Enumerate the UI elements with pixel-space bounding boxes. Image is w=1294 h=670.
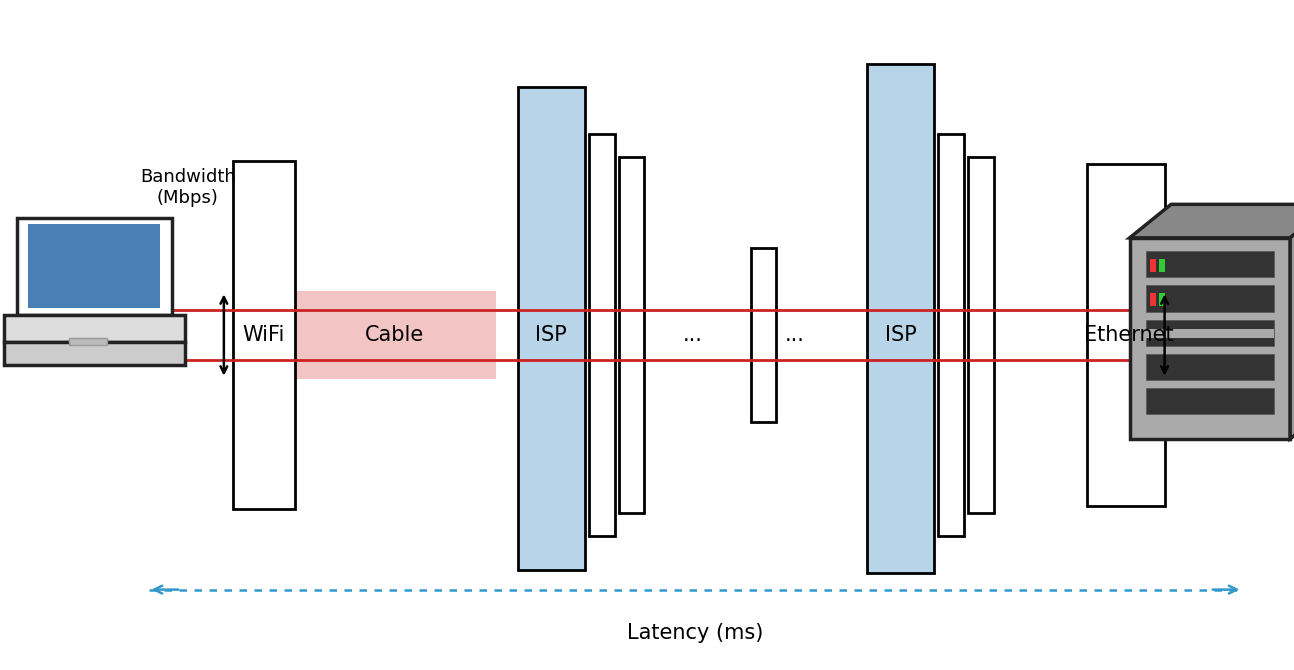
Bar: [589, 134, 615, 536]
Bar: [1149, 259, 1156, 272]
Text: ISP: ISP: [885, 325, 916, 345]
Polygon shape: [4, 315, 185, 342]
Bar: [518, 87, 585, 570]
Text: Latency (ms): Latency (ms): [628, 623, 763, 643]
Polygon shape: [17, 218, 172, 315]
Bar: [968, 157, 994, 513]
Bar: [938, 134, 964, 536]
Polygon shape: [69, 338, 107, 345]
Bar: [619, 157, 644, 513]
Polygon shape: [28, 224, 160, 308]
Bar: [1145, 251, 1275, 277]
Polygon shape: [1290, 204, 1294, 439]
Bar: [1087, 164, 1165, 506]
Bar: [1145, 388, 1275, 414]
Bar: [1145, 285, 1275, 312]
Bar: [1145, 320, 1275, 346]
Polygon shape: [1130, 204, 1294, 238]
Text: Bandwidth
(Mbps): Bandwidth (Mbps): [140, 168, 236, 207]
Bar: [1145, 354, 1275, 380]
Bar: [1149, 293, 1156, 306]
Bar: [1145, 329, 1275, 338]
Text: WiFi: WiFi: [243, 325, 285, 345]
Text: Cable: Cable: [365, 325, 424, 345]
Polygon shape: [1130, 238, 1290, 439]
Text: ...: ...: [784, 325, 805, 345]
Bar: [1158, 293, 1165, 306]
Text: ISP: ISP: [536, 325, 567, 345]
Bar: [751, 248, 776, 422]
Bar: [295, 291, 496, 379]
Text: Ethernet: Ethernet: [1083, 325, 1174, 345]
Polygon shape: [4, 342, 185, 365]
Bar: [1158, 259, 1165, 272]
Bar: [233, 161, 295, 509]
Text: ...: ...: [682, 325, 703, 345]
Bar: [867, 64, 934, 573]
